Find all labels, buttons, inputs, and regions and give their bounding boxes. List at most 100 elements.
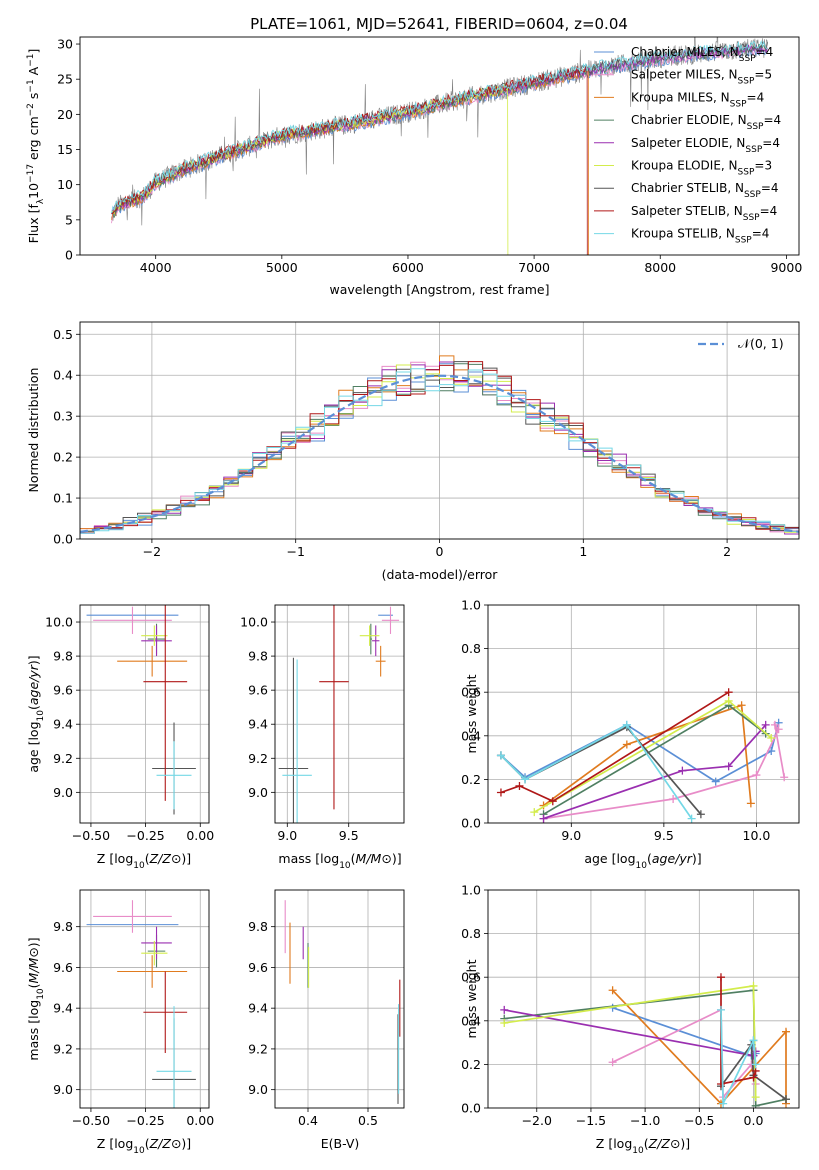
marker-salpeter_elodie [724, 762, 733, 771]
label-part: M/M⊙ [356, 851, 392, 866]
line-salpeter_miles [612, 1008, 757, 1100]
x-tick-label: −0.50 [72, 1113, 110, 1128]
label-part: erg cm [26, 116, 41, 164]
label-part: −17 [26, 164, 36, 183]
label-part: s [26, 93, 41, 104]
marker-salpeter_stelib [515, 781, 524, 790]
label-part: 10 [133, 1146, 145, 1156]
y-tick-label: 9.4 [53, 1001, 73, 1016]
axes-frame [274, 604, 405, 824]
x-tick-label: 9.5 [339, 828, 359, 843]
marker-kroupa_stelib [496, 751, 505, 760]
label-part: age/yr [26, 664, 41, 705]
label-part: )] [680, 1136, 690, 1151]
label-part: Z [log [97, 1136, 133, 1151]
label-part: )] [181, 851, 191, 866]
label-part: Chabrier STELIB, N [631, 181, 744, 195]
axes-frame [487, 604, 800, 824]
marker-kroupa_miles [622, 740, 631, 749]
marker-chabrier_elodie [751, 1101, 760, 1108]
x-tick-label: −2 [143, 544, 161, 559]
label-part: =4 [747, 90, 765, 104]
panel-6: −0.50 −0.25 0.009.09.29.49.69.8Z [log10(Z/… [26, 889, 214, 1156]
plot-area [111, 37, 768, 255]
marker-kroupa_miles [737, 701, 746, 710]
y-tick-label: 0.6 [461, 685, 481, 700]
y-tick-label: 9.2 [53, 751, 73, 766]
marker-salpeter_elodie [749, 1051, 758, 1060]
marker-salpeter_stelib [716, 1080, 725, 1089]
marker-salpeter_miles [608, 1058, 617, 1067]
label-part: Salpeter STELIB, N [631, 204, 743, 218]
y-tick-label: 0.2 [53, 450, 73, 465]
label-part: ( [26, 983, 41, 988]
axis-label: Z [log10(Z/Z⊙)] [97, 851, 191, 871]
label-part: mass [log [278, 851, 339, 866]
label-part: SSP [743, 213, 760, 223]
y-tick-label: 9.4 [248, 1001, 268, 1016]
y-tick-label: 0.2 [461, 1057, 481, 1072]
line-salpeter_miles [543, 721, 786, 820]
marker-salpeter_miles [780, 773, 789, 782]
plot-area [80, 890, 209, 1108]
x-tick-label: −1.0 [630, 1113, 660, 1128]
x-tick-label: 10.0 [743, 828, 771, 843]
label-part: ( [145, 1136, 150, 1151]
x-tick-label: −0.25 [126, 1113, 164, 1128]
legend-label-salpeter_miles: Salpeter MILES, NSSP=5 [631, 68, 772, 87]
label-part: Kroupa ELODIE, N [631, 159, 738, 173]
y-tick-label: 0.0 [461, 1101, 481, 1116]
label-part: ] [26, 49, 41, 54]
y-tick-label: 0.0 [53, 532, 73, 547]
legend-label-salpeter_stelib: Salpeter STELIB, NSSP=4 [631, 204, 777, 223]
line-chabrier_miles [612, 1006, 757, 1057]
label-part: SSP [745, 145, 762, 155]
y-tick-label: 0.4 [461, 728, 481, 743]
legend-label-chabrier_stelib: Chabrier STELIB, NSSP=4 [631, 181, 779, 200]
x-tick-label: 9.5 [654, 828, 674, 843]
label-part: SSP [744, 190, 761, 200]
x-tick-label: 0.5 [358, 1113, 378, 1128]
label-part: −1 [26, 79, 36, 92]
label-part: ( [644, 1136, 649, 1151]
marker-salpeter_elodie [539, 814, 548, 823]
label-part: )] [181, 1136, 191, 1151]
marker-salpeter_stelib [548, 797, 557, 806]
y-tick-label: 0.3 [53, 409, 73, 424]
x-tick-label: 6000 [392, 260, 424, 275]
marker-salpeter_elodie [761, 720, 770, 729]
marker-kroupa_elodie [749, 981, 758, 990]
legend-label-kroupa_elodie: Kroupa ELODIE, NSSP=3 [631, 159, 772, 178]
label-part: =3 [754, 159, 772, 173]
panel-3: −0.50 −0.25 0.009.09.29.49.69.810.0Z [log1… [26, 604, 214, 871]
label-part: Chabrier MILES, N [631, 45, 739, 59]
legend-label-kroupa_stelib: Kroupa STELIB, NSSP=4 [631, 227, 769, 246]
marker-kroupa_miles [781, 1027, 790, 1036]
plots-layer: 4000 5000 6000 7000 8000 9000051015202530wave… [26, 37, 802, 1156]
axes-frame [79, 889, 210, 1109]
model-spectrum-chabrier_miles [111, 46, 768, 219]
line-kroupa_elodie [504, 984, 757, 1098]
y-tick-label: 9.6 [248, 960, 268, 975]
x-tick-label: 1 [579, 544, 587, 559]
model-spectrum-salpeter_stelib [111, 65, 588, 255]
label-part: SSP [730, 99, 747, 109]
marker-kroupa_stelib [719, 1099, 728, 1108]
plot-area [80, 605, 209, 823]
y-tick-label: 9.0 [53, 1082, 73, 1097]
x-tick-label: −1.5 [576, 1113, 606, 1128]
label-part: =4 [761, 181, 779, 195]
panel-4: 9.0 9.5 9.0 9.2 9.4 9.6 9.8 10.0 mass [log10(M/M… [240, 604, 405, 871]
line-chabrier_miles [500, 722, 780, 783]
label-part: Salpeter ELODIE, N [631, 136, 745, 150]
marker-kroupa_elodie [724, 696, 733, 705]
label-part: SSP [738, 168, 755, 178]
figure-title: PLATE=1061, MJD=52641, FIBERID=0604, z=0… [250, 15, 628, 33]
label-part: =4 [760, 204, 778, 218]
legend-label-salpeter_elodie: Salpeter ELODIE, NSSP=4 [631, 136, 780, 155]
y-tick-label: 30 [57, 37, 73, 52]
marker-salpeter_miles [752, 771, 761, 780]
x-tick-label: −0.5 [684, 1113, 714, 1128]
y-tick-label: 9.8 [248, 649, 268, 664]
